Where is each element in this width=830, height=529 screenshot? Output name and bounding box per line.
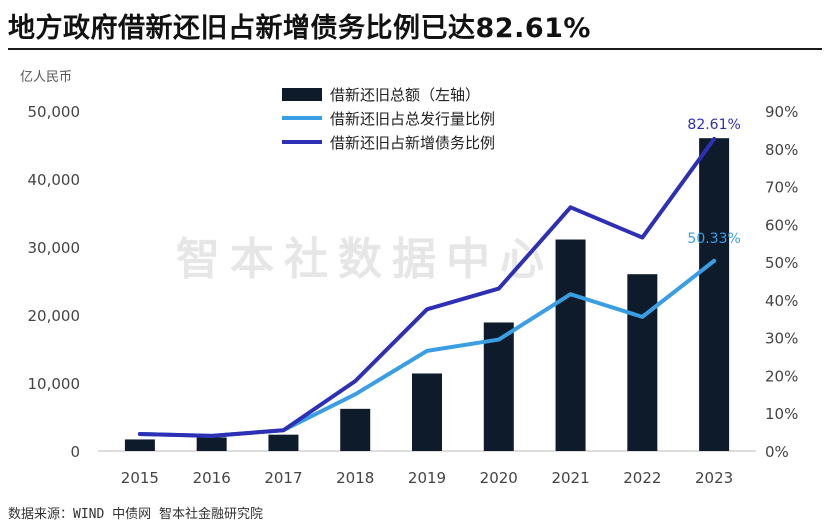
bar — [699, 138, 730, 451]
point-total-ratio — [353, 392, 358, 397]
bar — [340, 408, 371, 451]
x-tick-label: 2021 — [551, 469, 589, 487]
y-right-tick-label: 40% — [765, 292, 798, 310]
legend-label-new-ratio: 借新还旧占新增债务比例 — [330, 133, 496, 152]
legend: 借新还旧总额（左轴） 借新还旧占总发行量比例 借新还旧占新增债务比例 — [282, 82, 495, 154]
y-right-tick-label: 20% — [765, 367, 798, 385]
bar — [627, 274, 658, 451]
data-label-total-ratio: 50.33% — [687, 231, 740, 247]
point-new-ratio — [712, 136, 717, 141]
point-new-ratio — [496, 286, 501, 291]
y-left-tick-label: 40,000 — [28, 171, 81, 189]
y-left-tick-label: 10,000 — [28, 375, 81, 393]
point-new-ratio — [353, 379, 358, 384]
bar — [555, 239, 586, 451]
x-tick-label: 2023 — [695, 469, 733, 487]
point-new-ratio — [640, 235, 645, 240]
x-tick-label: 2019 — [408, 469, 446, 487]
point-new-ratio — [425, 307, 430, 312]
y-right-tick-label: 0% — [765, 443, 789, 461]
bar — [412, 373, 442, 451]
bar — [124, 439, 155, 451]
point-new-ratio — [281, 428, 286, 433]
bar — [483, 322, 514, 451]
legend-item-total-ratio: 借新还旧占总发行量比例 — [282, 106, 495, 130]
legend-label-total-ratio: 借新还旧占总发行量比例 — [330, 109, 496, 128]
data-label-new-ratio: 82.61% — [687, 117, 740, 133]
legend-swatch-new-ratio — [282, 140, 322, 144]
x-tick-label: 2018 — [336, 469, 374, 487]
y-right-tick-label: 60% — [765, 216, 798, 234]
y-right-tick-label: 50% — [765, 254, 798, 272]
legend-item-new-ratio: 借新还旧占新增债务比例 — [282, 130, 495, 154]
point-new-ratio — [209, 433, 214, 438]
point-new-ratio — [137, 432, 142, 437]
x-tick-label: 2015 — [121, 469, 159, 487]
x-tick-label: 2020 — [480, 469, 518, 487]
point-total-ratio — [712, 258, 717, 263]
x-tick-label: 2022 — [623, 469, 661, 487]
legend-swatch-total-ratio — [282, 116, 322, 120]
page-title: 地方政府借新还旧占新增债务比例已达82.61% — [8, 13, 591, 44]
point-total-ratio — [425, 348, 430, 353]
y-left-tick-label: 20,000 — [28, 307, 81, 325]
y-left-tick-label: 30,000 — [28, 239, 81, 257]
y-right-tick-label: 70% — [765, 179, 798, 197]
y-right-tick-label: 80% — [765, 141, 798, 159]
y-right-tick-label: 90% — [765, 103, 798, 121]
title-divider — [8, 48, 822, 50]
legend-swatch-bar — [282, 87, 322, 101]
point-new-ratio — [568, 205, 573, 210]
point-total-ratio — [640, 314, 645, 319]
legend-item-bar: 借新还旧总额（左轴） — [282, 82, 495, 106]
point-total-ratio — [496, 337, 501, 342]
series-line-new-ratio — [137, 136, 717, 438]
bar — [196, 437, 227, 451]
left-axis-unit: 亿人民币 — [20, 70, 73, 85]
legend-label-bar: 借新还旧总额（左轴） — [330, 85, 481, 104]
x-tick-label: 2016 — [193, 469, 231, 487]
bar — [268, 434, 299, 451]
data-source: 数据来源：WIND 中债网 智本社金融研究院 — [8, 507, 263, 522]
y-left-tick-label: 50,000 — [28, 103, 81, 121]
y-right-tick-label: 10% — [765, 405, 798, 423]
y-left-tick-label: 0 — [70, 443, 80, 461]
y-right-tick-label: 30% — [765, 330, 798, 348]
point-total-ratio — [568, 292, 573, 297]
x-tick-label: 2017 — [264, 469, 302, 487]
